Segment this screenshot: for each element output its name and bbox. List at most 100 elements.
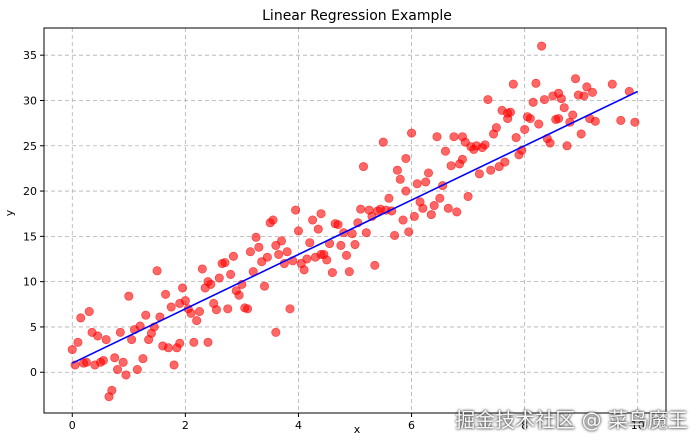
data-point	[285, 304, 295, 314]
data-point	[587, 87, 597, 97]
data-point	[175, 338, 185, 348]
data-point	[407, 128, 417, 138]
data-point	[166, 302, 176, 312]
data-point	[534, 119, 544, 129]
x-axis-label: x	[354, 423, 361, 436]
data-point	[163, 343, 173, 353]
x-tick-label: 6	[408, 419, 415, 432]
data-point	[342, 250, 352, 260]
data-point	[562, 141, 572, 151]
y-tick-label: 15	[23, 230, 37, 243]
data-point	[384, 193, 394, 203]
data-point	[344, 267, 354, 277]
data-point	[401, 153, 411, 163]
data-point	[545, 138, 555, 148]
y-tick-label: 35	[23, 49, 37, 62]
data-point	[432, 132, 442, 142]
y-tick-label: 5	[30, 321, 37, 334]
data-point	[480, 140, 490, 150]
data-point	[186, 308, 196, 318]
data-point	[121, 370, 131, 380]
data-point	[350, 240, 360, 250]
chart-title: Linear Regression Example	[262, 8, 452, 24]
data-point	[293, 226, 303, 236]
data-point	[327, 268, 337, 278]
data-point	[474, 169, 484, 179]
data-point	[336, 240, 346, 250]
y-tick-label: 25	[23, 140, 37, 153]
data-point	[537, 41, 547, 51]
data-point	[539, 95, 549, 105]
data-point	[113, 365, 123, 375]
data-point	[107, 385, 117, 395]
data-point	[630, 117, 640, 127]
data-point	[401, 186, 411, 196]
data-point	[271, 240, 281, 250]
data-point	[203, 277, 213, 287]
fit-line	[71, 90, 639, 364]
data-point	[503, 114, 513, 124]
data-point	[582, 82, 592, 92]
data-point	[254, 242, 264, 252]
data-point	[76, 313, 86, 323]
data-point	[378, 137, 388, 147]
scatter-points	[67, 41, 640, 402]
data-point	[262, 252, 272, 262]
data-point	[483, 95, 493, 105]
data-point	[568, 110, 578, 120]
data-point	[390, 230, 400, 240]
data-point	[197, 264, 207, 274]
data-point	[525, 114, 535, 124]
data-point	[440, 146, 450, 156]
data-point	[508, 79, 518, 89]
data-point	[73, 337, 83, 347]
data-point	[93, 331, 103, 341]
y-tick-label: 30	[23, 94, 37, 107]
data-point	[243, 304, 253, 314]
data-point	[358, 162, 368, 172]
data-point	[234, 290, 244, 300]
data-point	[616, 115, 626, 125]
data-point	[299, 265, 309, 275]
data-point	[356, 204, 366, 214]
data-point	[260, 281, 270, 291]
data-point	[511, 133, 521, 143]
data-point	[228, 251, 238, 261]
data-point	[81, 357, 91, 367]
data-point	[457, 154, 467, 164]
data-point	[457, 132, 467, 142]
data-point	[426, 210, 436, 220]
data-point	[520, 124, 530, 134]
data-point	[559, 103, 569, 113]
data-point	[132, 365, 142, 375]
data-point	[491, 123, 501, 133]
data-point	[214, 273, 224, 283]
data-point	[392, 165, 402, 175]
data-point	[291, 205, 301, 215]
data-point	[398, 215, 408, 225]
data-point	[316, 209, 326, 219]
data-point	[67, 345, 77, 355]
data-point	[404, 227, 414, 237]
data-point	[178, 283, 188, 293]
y-tick-label: 0	[30, 366, 37, 379]
data-point	[607, 79, 617, 89]
data-point	[118, 357, 128, 367]
data-point	[531, 78, 541, 88]
ticks: 0 2 4 6 8 10 0 5 10 15 20 25 30 35	[23, 49, 645, 432]
data-point	[424, 168, 434, 178]
data-point	[395, 174, 405, 184]
data-point	[322, 255, 332, 265]
data-point	[418, 203, 428, 213]
data-point	[446, 161, 456, 171]
y-axis-label: y	[3, 209, 16, 216]
data-point	[211, 305, 221, 315]
data-point	[223, 304, 233, 314]
data-point	[124, 291, 134, 301]
data-point	[579, 91, 589, 101]
data-point	[101, 335, 111, 345]
data-point	[308, 215, 318, 225]
data-point	[203, 337, 213, 347]
regression-line	[71, 90, 639, 364]
data-point	[412, 179, 422, 189]
